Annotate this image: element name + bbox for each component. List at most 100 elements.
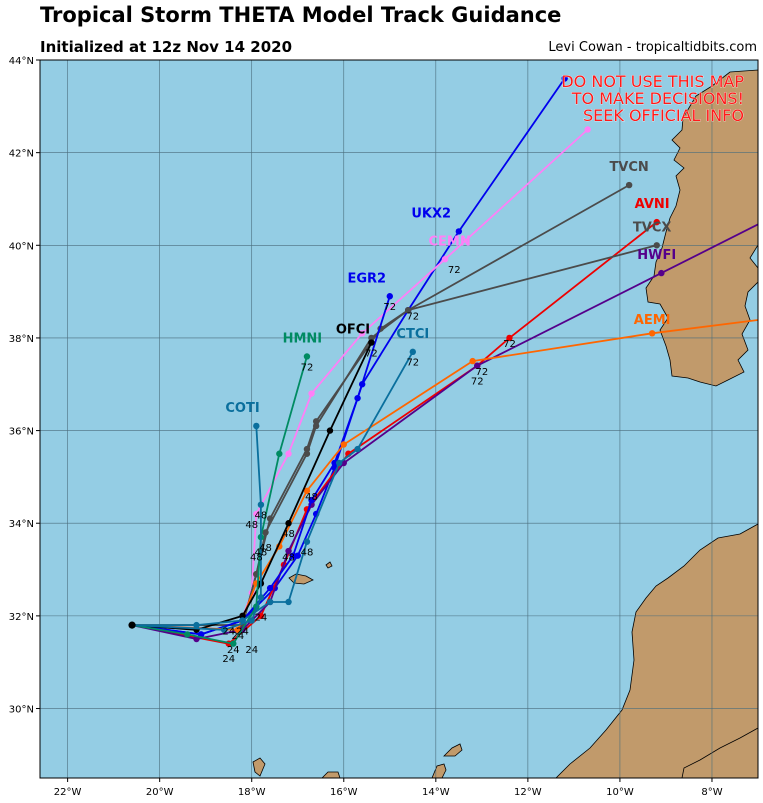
forecast-hour-label: 48 bbox=[282, 529, 295, 540]
model-label-ofci: OFCI bbox=[336, 322, 370, 337]
lon-tick-label: 20°W bbox=[146, 787, 174, 798]
forecast-hour-label: 72 bbox=[406, 358, 419, 369]
track-point-tvcn bbox=[625, 181, 633, 189]
track-point-tvcx bbox=[303, 450, 311, 457]
model-label-tvcn: TVCN bbox=[609, 160, 648, 175]
track-point-ctci bbox=[266, 598, 274, 606]
model-label-hmni: HMNI bbox=[283, 332, 323, 347]
track-point-cemn bbox=[358, 330, 366, 337]
track-point-ofci bbox=[239, 612, 246, 620]
track-point-coti bbox=[220, 626, 228, 633]
track-point-tvcx bbox=[405, 306, 412, 314]
land-iberia bbox=[645, 69, 758, 387]
track-point-ukx2 bbox=[455, 228, 463, 235]
track-point-ukx2 bbox=[561, 75, 568, 82]
track-point-cemn bbox=[308, 390, 315, 397]
model-label-cemn: CEMN bbox=[429, 234, 471, 249]
forecast-hour-label: 72 bbox=[471, 376, 484, 387]
track-point-egr2 bbox=[308, 496, 315, 504]
forecast-hour-label: 24 bbox=[227, 645, 240, 656]
lat-tick-label: 30°N bbox=[9, 705, 34, 716]
lat-tick-label: 38°N bbox=[9, 334, 34, 345]
warning-line-2: TO MAKE DECISIONS! bbox=[571, 89, 744, 108]
track-point-cemn bbox=[584, 126, 591, 133]
track-point-ukx2 bbox=[294, 552, 301, 559]
model-label-ctci: CTCI bbox=[396, 327, 429, 342]
track-point-aemi bbox=[234, 626, 242, 633]
track-point-ctci bbox=[239, 617, 246, 624]
forecast-hour-label: 48 bbox=[255, 548, 268, 559]
forecast-hour-label: 48 bbox=[245, 520, 258, 531]
lat-tick-label: 42°N bbox=[9, 149, 34, 160]
model-label-tvcx: TVCX bbox=[633, 220, 672, 235]
land-canary-3 bbox=[431, 763, 447, 778]
track-line-hwfi bbox=[131, 223, 758, 640]
model-label-coti: COTI bbox=[225, 401, 259, 416]
initial-position-point bbox=[128, 621, 136, 629]
forecast-hour-label: 48 bbox=[255, 511, 268, 522]
lon-tick-label: 16°W bbox=[330, 787, 358, 798]
track-point-egr2 bbox=[386, 293, 393, 300]
model-label-avni: AVNI bbox=[635, 197, 670, 212]
forecast-hour-label: 72 bbox=[406, 311, 419, 322]
track-point-aemi bbox=[759, 316, 763, 322]
model-label-egr2: EGR2 bbox=[347, 271, 386, 286]
track-point-hmni bbox=[303, 353, 311, 360]
track-point-hmni bbox=[276, 450, 283, 457]
track-point-aemi bbox=[303, 487, 311, 494]
land-porto-santo bbox=[325, 561, 333, 569]
warning-line-1: DO NOT USE THIS MAP bbox=[561, 72, 744, 91]
track-point-hwfi bbox=[658, 269, 665, 277]
track-point-avni bbox=[653, 218, 660, 226]
track-point-hwfi bbox=[285, 547, 292, 555]
land-canary-2 bbox=[321, 771, 341, 778]
track-point-coti bbox=[257, 501, 265, 508]
track-point-hwfi bbox=[759, 219, 763, 225]
lat-tick-label: 44°N bbox=[9, 56, 34, 67]
lat-tick-label: 34°N bbox=[9, 519, 34, 530]
forecast-hour-label: 24 bbox=[232, 631, 245, 642]
model-label-hwfi: HWFI bbox=[637, 248, 676, 263]
forecast-hour-label: 48 bbox=[250, 552, 263, 563]
forecast-hour-label: 48 bbox=[301, 548, 314, 559]
warning-line-3: SEEK OFFICIAL INFO bbox=[583, 106, 744, 125]
forecast-hour-label: 24 bbox=[222, 626, 235, 637]
track-point-coti bbox=[253, 422, 260, 430]
track-point-ctci bbox=[193, 621, 200, 629]
track-point-ofci bbox=[368, 339, 375, 346]
track-point-ctci bbox=[285, 598, 292, 606]
track-point-coti bbox=[248, 617, 255, 624]
forecast-hour-label: 72 bbox=[365, 348, 378, 359]
forecast-hour-label: 72 bbox=[475, 367, 488, 378]
track-point-egr2 bbox=[331, 459, 338, 467]
lat-tick-label: 32°N bbox=[9, 612, 34, 623]
track-point-egr2 bbox=[354, 394, 361, 402]
warning-notice: DO NOT USE THIS MAP TO MAKE DECISIONS! S… bbox=[561, 72, 745, 126]
land-canary-4 bbox=[443, 743, 463, 757]
track-point-avni bbox=[257, 612, 265, 620]
track-point-ctci bbox=[354, 445, 361, 453]
lat-tick-label: 36°N bbox=[9, 427, 34, 438]
track-point-coti bbox=[257, 594, 265, 601]
lon-tick-label: 10°W bbox=[606, 787, 634, 798]
map-frame bbox=[39, 59, 759, 779]
model-label-ukx2: UKX2 bbox=[411, 206, 451, 221]
land-africa-ridge bbox=[681, 727, 758, 778]
track-point-cemn bbox=[441, 255, 449, 263]
track-point-avni bbox=[506, 334, 513, 342]
land-africa bbox=[555, 523, 758, 778]
forecast-hour-label: 24 bbox=[245, 645, 258, 656]
track-point-ofci bbox=[285, 520, 292, 527]
track-point-tvcx bbox=[368, 334, 375, 342]
forecast-hour-label: 72 bbox=[383, 302, 396, 313]
land-canary-1 bbox=[252, 757, 266, 777]
forecast-hour-label: 24 bbox=[236, 626, 249, 637]
track-point-hmni bbox=[230, 640, 237, 647]
track-point-egr2 bbox=[266, 584, 274, 592]
forecast-hour-label: 72 bbox=[448, 265, 461, 276]
track-point-cemn bbox=[285, 450, 292, 457]
track-line-coti bbox=[132, 425, 262, 631]
track-point-tvcx bbox=[653, 242, 660, 249]
forecast-hour-label: 48 bbox=[282, 552, 295, 563]
